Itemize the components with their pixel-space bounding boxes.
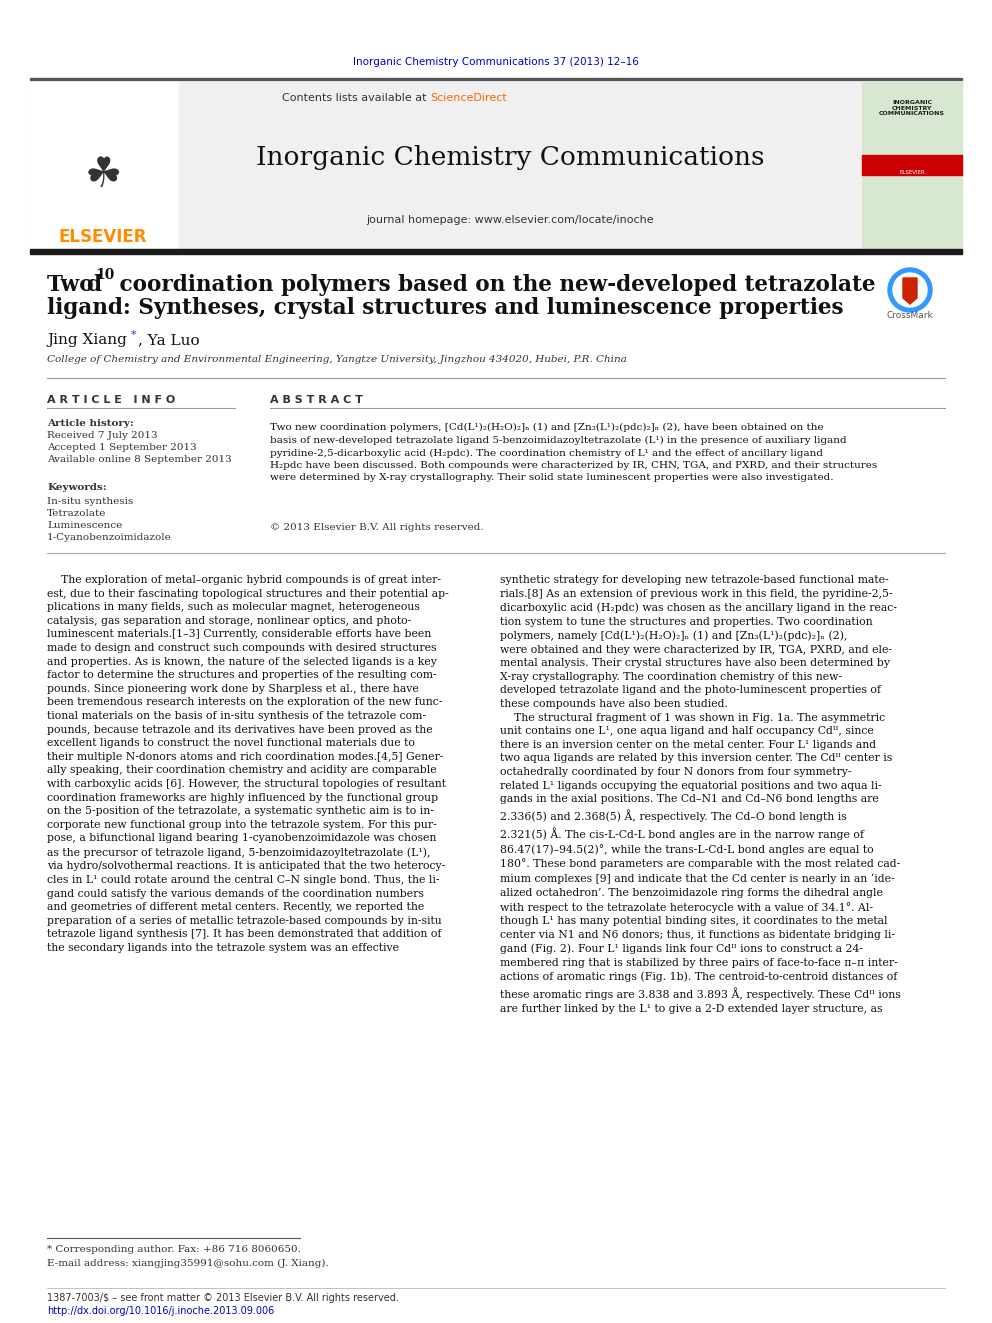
Text: INORGANIC
CHEMISTRY
COMMUNICATIONS: INORGANIC CHEMISTRY COMMUNICATIONS <box>879 99 945 116</box>
Bar <box>862 155 962 175</box>
Text: coordination polymers based on the new-developed tetrazolate: coordination polymers based on the new-d… <box>112 274 876 296</box>
Text: Received 7 July 2013: Received 7 July 2013 <box>47 431 158 441</box>
Text: ligand: Syntheses, crystal structures and luminescence properties: ligand: Syntheses, crystal structures an… <box>47 296 843 319</box>
Text: Tetrazolate: Tetrazolate <box>47 508 106 517</box>
Text: Inorganic Chemistry Communications: Inorganic Chemistry Communications <box>256 146 764 171</box>
Text: CrossMark: CrossMark <box>887 311 933 320</box>
Text: The exploration of metal–organic hybrid compounds is of great inter-
est, due to: The exploration of metal–organic hybrid … <box>47 576 448 953</box>
Text: Accepted 1 September 2013: Accepted 1 September 2013 <box>47 443 196 452</box>
Text: © 2013 Elsevier B.V. All rights reserved.: © 2013 Elsevier B.V. All rights reserved… <box>270 524 484 532</box>
Text: journal homepage: www.elsevier.com/locate/inoche: journal homepage: www.elsevier.com/locat… <box>366 216 654 225</box>
Text: In-situ synthesis: In-situ synthesis <box>47 496 133 505</box>
Text: , Ya Luo: , Ya Luo <box>138 333 199 347</box>
Text: E-mail address: xiangjing35991@sohu.com (J. Xiang).: E-mail address: xiangjing35991@sohu.com … <box>47 1258 328 1267</box>
Text: ELSEVIER: ELSEVIER <box>899 169 925 175</box>
Circle shape <box>888 269 932 312</box>
Bar <box>30 82 962 251</box>
Bar <box>30 249 962 254</box>
Text: ELSEVIER: ELSEVIER <box>59 228 147 246</box>
Text: Article history:: Article history: <box>47 418 134 427</box>
Text: Contents lists available at: Contents lists available at <box>282 93 430 103</box>
Text: synthetic strategy for developing new tetrazole-based functional mate-
rials.[8]: synthetic strategy for developing new te… <box>500 576 901 1013</box>
Text: Two new coordination polymers, [Cd(L¹)₂(H₂O)₂]ₙ (1) and [Zn₃(L¹)₂(pdc)₂]ₙ (2), h: Two new coordination polymers, [Cd(L¹)₂(… <box>270 423 877 483</box>
Text: Keywords:: Keywords: <box>47 483 106 492</box>
Text: http://dx.doi.org/10.1016/j.inoche.2013.09.006: http://dx.doi.org/10.1016/j.inoche.2013.… <box>47 1306 274 1316</box>
Text: 10: 10 <box>95 269 114 282</box>
Text: A R T I C L E   I N F O: A R T I C L E I N F O <box>47 396 176 405</box>
Text: College of Chemistry and Environmental Engineering, Yangtze University, Jingzhou: College of Chemistry and Environmental E… <box>47 356 627 365</box>
Bar <box>30 82 178 251</box>
Text: Jing Xiang: Jing Xiang <box>47 333 127 347</box>
Text: 1387-7003/$ – see front matter © 2013 Elsevier B.V. All rights reserved.: 1387-7003/$ – see front matter © 2013 El… <box>47 1293 399 1303</box>
Text: d: d <box>86 274 101 296</box>
Circle shape <box>893 273 927 307</box>
Text: A B S T R A C T: A B S T R A C T <box>270 396 363 405</box>
Text: ScienceDirect: ScienceDirect <box>430 93 507 103</box>
Text: Luminescence: Luminescence <box>47 520 122 529</box>
Text: *: * <box>131 329 137 340</box>
Text: Two: Two <box>47 274 101 296</box>
Bar <box>862 82 962 251</box>
Text: Available online 8 September 2013: Available online 8 September 2013 <box>47 455 232 464</box>
Polygon shape <box>903 278 917 304</box>
Text: ☘: ☘ <box>84 153 122 196</box>
Bar <box>30 78 962 79</box>
Text: Inorganic Chemistry Communications 37 (2013) 12–16: Inorganic Chemistry Communications 37 (2… <box>353 57 639 67</box>
Text: * Corresponding author. Fax: +86 716 8060650.: * Corresponding author. Fax: +86 716 806… <box>47 1245 301 1254</box>
Text: 1-Cyanobenzoimidazole: 1-Cyanobenzoimidazole <box>47 532 172 541</box>
